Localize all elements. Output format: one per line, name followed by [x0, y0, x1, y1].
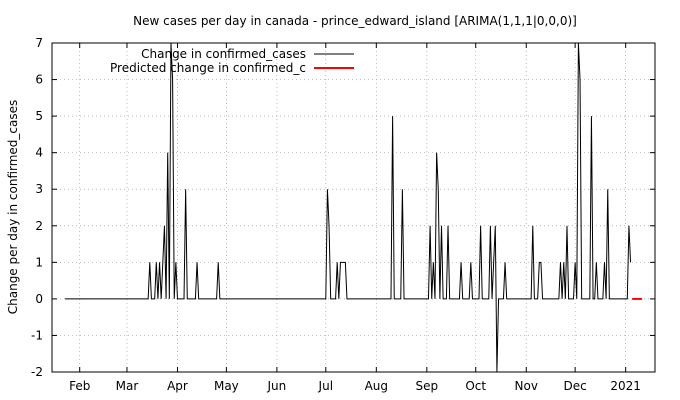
- y-tick-label: 2: [35, 219, 43, 233]
- x-tick-label: Sep: [416, 379, 439, 393]
- y-tick-label: -2: [31, 365, 43, 379]
- x-tick-label: Jul: [318, 379, 333, 393]
- y-tick-label: 7: [35, 36, 43, 50]
- y-tick-label: -1: [31, 328, 43, 342]
- y-tick-label: 1: [35, 255, 43, 269]
- x-tick-label: Mar: [116, 379, 139, 393]
- grid-layer: [52, 42, 655, 373]
- x-tick-label: Feb: [69, 379, 90, 393]
- legend-label-predicted: Predicted change in confirmed_c: [110, 61, 306, 75]
- plot-frame: [51, 42, 656, 373]
- ticks-layer: -2 -1 0 1 2 3 4 5 6 7 Feb Mar Apr May Jun Jul Aug Sep Oct N…: [31, 36, 655, 393]
- x-tick-label: Jun: [267, 379, 287, 393]
- x-tick-label: Oct: [465, 379, 486, 393]
- y-tick-label: 3: [35, 182, 43, 196]
- chart-title: New cases per day in canada - prince_edw…: [133, 14, 577, 28]
- x-tick-label: 2021: [610, 379, 641, 393]
- series-line-confirmed: [65, 42, 632, 373]
- y-tick-label: 4: [35, 146, 43, 160]
- x-tick-label: Apr: [167, 379, 188, 393]
- legend-label-confirmed: Change in confirmed_cases: [141, 47, 306, 61]
- y-tick-label: 5: [35, 109, 43, 123]
- x-tick-label: May: [214, 379, 239, 393]
- legend: Change in confirmed_cases Predicted chan…: [110, 47, 354, 75]
- y-tick-label: 6: [35, 73, 43, 87]
- series-layer: [65, 42, 642, 373]
- x-tick-label: Dec: [564, 379, 587, 393]
- y-axis-label: Change per day in confirmed_cases: [6, 100, 20, 315]
- x-tick-label: Aug: [365, 379, 388, 393]
- y-tick-label: 0: [35, 292, 43, 306]
- x-tick-label: Nov: [515, 379, 538, 393]
